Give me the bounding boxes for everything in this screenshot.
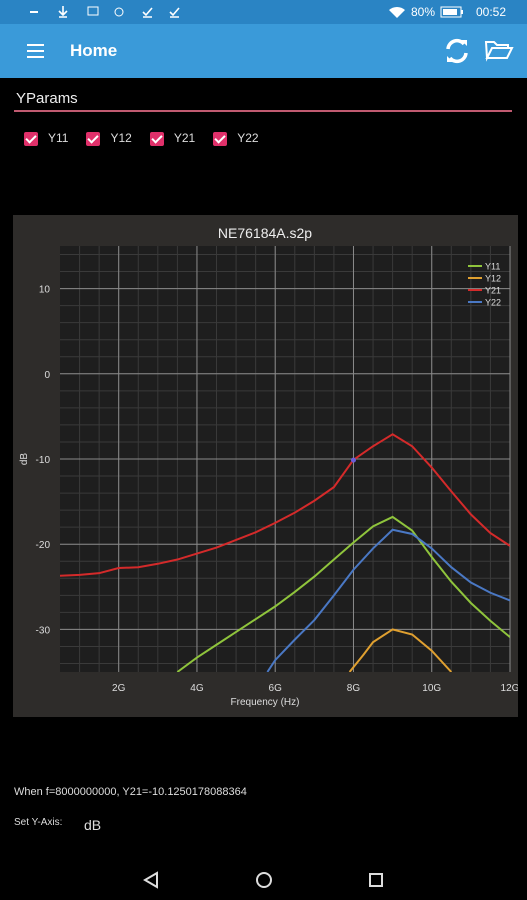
checkbox-box[interactable] — [149, 131, 164, 146]
checkbox-box[interactable] — [213, 131, 228, 146]
chart-title: NE76184A.s2p — [218, 225, 312, 241]
x-tick-label: 6G — [269, 683, 283, 694]
battery-icon — [440, 6, 463, 18]
legend-label: Y12 — [485, 274, 501, 284]
x-tick-label: 12G — [501, 683, 518, 694]
selected-point — [350, 457, 356, 463]
series-line — [60, 433, 510, 577]
x-tick-label: 2G — [112, 683, 126, 694]
menu-button[interactable] — [26, 43, 46, 59]
app-title: Home — [70, 41, 118, 60]
x-tick-label: 10G — [422, 683, 441, 694]
series-line — [266, 528, 510, 672]
y-tick-label: -30 — [36, 625, 51, 636]
y-tick-label: -20 — [36, 540, 51, 551]
axis-setting-value[interactable]: dB — [84, 817, 102, 833]
chart: NE76184A.s2p Frequency (Hz) dB 2G 4G 6G 8G 1… — [13, 215, 518, 717]
checkbox[interactable]: Y21 — [149, 131, 196, 146]
checkbox-label: Y21 — [173, 131, 196, 145]
checkbox[interactable]: Y22 — [213, 131, 259, 146]
checkbox-label: Y12 — [110, 131, 132, 145]
navigation-bar — [143, 871, 383, 889]
x-tick-label: 4G — [190, 683, 204, 694]
series-line — [348, 628, 453, 672]
y-tick-label: -10 — [36, 455, 51, 466]
notification-icons — [30, 6, 180, 18]
battery-text: 80% — [411, 5, 436, 19]
checkbox-box[interactable] — [24, 131, 38, 146]
axis-setting-label: Set Y-Axis: — [14, 817, 63, 828]
back-button[interactable] — [143, 871, 158, 889]
info-text: When f=8000000000, Y21=-10.1250178088364 — [14, 786, 247, 798]
y-tick-label: 10 — [39, 285, 51, 296]
checkbox-row: Y11 Y12 Y21 Y22 — [24, 129, 277, 147]
recents-button[interactable] — [369, 873, 383, 887]
legend-label: Y21 — [485, 286, 501, 296]
home-button[interactable] — [256, 872, 272, 888]
x-tick-label: 8G — [347, 683, 361, 694]
checkbox-box[interactable] — [86, 131, 101, 146]
checkbox[interactable]: Y11 — [24, 131, 68, 146]
section-underline — [14, 110, 512, 112]
refresh-button[interactable] — [442, 36, 472, 66]
clock: 00:52 — [476, 5, 507, 19]
checkbox[interactable]: Y12 — [86, 131, 132, 146]
open-folder-button[interactable] — [484, 38, 514, 62]
y-tick-label: 0 — [44, 370, 50, 381]
app-bar: Home — [0, 24, 527, 78]
status-bar: 80% 00:52 — [0, 0, 527, 24]
legend-label: Y11 — [485, 262, 500, 272]
section-title: YParams — [16, 90, 78, 107]
checkbox-label: Y22 — [237, 131, 259, 145]
checkbox-label: Y11 — [48, 131, 69, 145]
x-axis-label: Frequency (Hz) — [231, 697, 300, 708]
series-line — [176, 515, 510, 672]
wifi-icon — [389, 6, 405, 18]
legend-label: Y22 — [485, 298, 501, 308]
y-axis-label: dB — [19, 453, 30, 466]
